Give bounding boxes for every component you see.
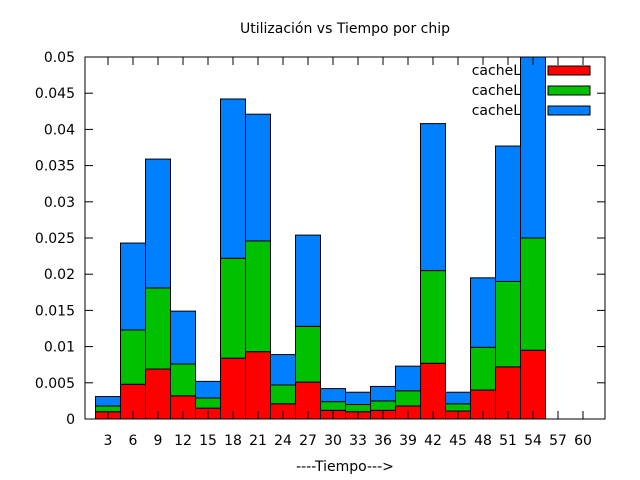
bar-segment-2	[445, 403, 471, 412]
x-tick-label: 45	[449, 433, 467, 449]
bar-segment-2	[470, 346, 496, 391]
bar-segment-1	[495, 366, 521, 420]
bar-segment-1	[220, 357, 246, 420]
legend-swatch	[547, 105, 591, 116]
x-tick-label: 36	[374, 433, 392, 449]
bar-segment-3	[120, 242, 146, 331]
bar-segment-2	[345, 404, 371, 413]
bar-segment-2	[145, 287, 171, 370]
x-tick-label: 3	[104, 433, 113, 449]
bar-segment-3	[420, 123, 446, 272]
x-tick-label: 39	[399, 433, 417, 449]
bar-segment-2	[420, 270, 446, 364]
x-tick-label: 57	[549, 433, 567, 449]
bar-segment-3	[345, 391, 371, 406]
bar-segment-2	[370, 400, 396, 411]
x-tick-label: 12	[174, 433, 192, 449]
y-tick-label: 0.005	[35, 376, 75, 392]
bar-segment-1	[420, 362, 446, 420]
x-tick-label: 48	[474, 433, 492, 449]
x-tick-label: 15	[199, 433, 217, 449]
bar-segment-2	[95, 405, 121, 413]
legend-swatch	[547, 65, 591, 76]
x-tick-label: 60	[574, 433, 592, 449]
bar-segment-3	[445, 391, 471, 405]
bar-segment-1	[520, 349, 546, 420]
x-tick-label: 54	[524, 433, 542, 449]
bar-segment-3	[170, 310, 196, 365]
y-tick-label: 0.02	[44, 267, 75, 283]
x-tick-label: 21	[249, 433, 267, 449]
bar-segment-2	[245, 240, 271, 353]
bar-segment-3	[220, 98, 246, 259]
bar-segment-2	[270, 384, 296, 405]
x-tick-label: 18	[224, 433, 242, 449]
y-tick-label: 0.03	[44, 195, 75, 211]
bar-segment-2	[170, 363, 196, 397]
bar-segment-2	[120, 329, 146, 385]
x-tick-label: 6	[129, 433, 138, 449]
bar-segment-3	[470, 277, 496, 348]
legend-label: cacheL	[472, 103, 521, 119]
y-tick-label: 0.025	[35, 231, 75, 247]
bar-segment-3	[370, 385, 396, 402]
bar-segment-3	[395, 365, 421, 392]
y-tick-label: 0.04	[44, 122, 75, 138]
x-tick-label: 42	[424, 433, 442, 449]
bar-segment-2	[220, 257, 246, 359]
legend: cacheL cacheL cacheL	[472, 63, 591, 119]
y-tick-label: 0.01	[44, 340, 75, 356]
y-tick-label: 0.045	[35, 86, 75, 102]
y-tick-label: 0	[66, 412, 75, 428]
x-tick-label: 27	[299, 433, 317, 449]
bar-segment-3	[320, 388, 346, 403]
y-tick-label: 0.05	[44, 50, 75, 66]
bar-segment-2	[395, 390, 421, 407]
bar-segment-3	[245, 113, 271, 242]
legend-swatch	[547, 85, 591, 96]
x-tick-label: 30	[324, 433, 342, 449]
x-tick-label: 24	[274, 433, 292, 449]
bar-segment-2	[495, 280, 521, 368]
bar-segment-2	[195, 397, 221, 409]
bar-segment-3	[95, 396, 121, 407]
legend-label: cacheL	[472, 63, 521, 79]
x-tick-label: 9	[154, 433, 163, 449]
x-tick-label: 51	[499, 433, 517, 449]
bar-segment-1	[245, 351, 271, 420]
chart-title: Utilización vs Tiempo por chip	[240, 21, 450, 37]
bar-segment-3	[495, 145, 521, 282]
bar-segment-3	[295, 234, 321, 327]
bar-segment-2	[520, 237, 546, 351]
bar-segment-3	[145, 158, 171, 289]
legend-label: cacheL	[472, 83, 521, 99]
x-axis-label: ----Tiempo--->	[296, 459, 394, 475]
bar-segment-3	[195, 380, 221, 399]
y-tick-label: 0.015	[35, 303, 75, 319]
bar-segment-2	[320, 401, 346, 411]
bar-segment-3	[270, 354, 296, 386]
y-tick-label: 0.035	[35, 159, 75, 175]
axes-layer: 0 0.005 0.01 0.015 0.02 0.025 0.03 0.035 0.04 0.0…	[35, 50, 606, 449]
x-tick-label: 33	[349, 433, 367, 449]
bar-segment-2	[295, 325, 321, 383]
bar-segment-3	[520, 56, 546, 239]
